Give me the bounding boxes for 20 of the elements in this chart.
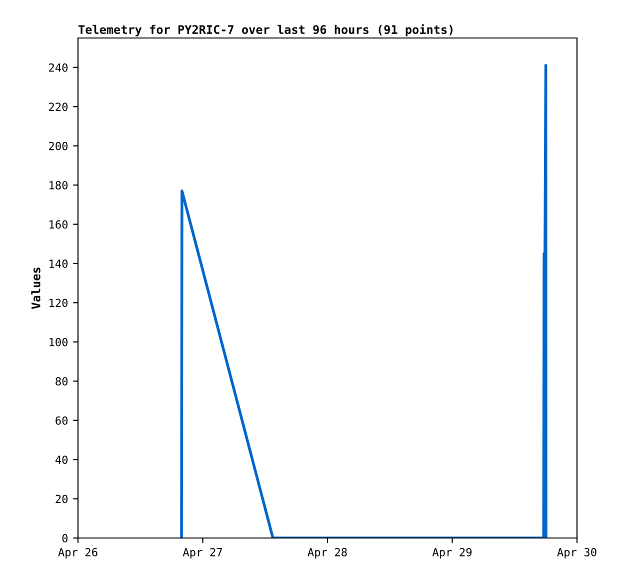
y-tick-label: 180 (50, 181, 68, 190)
x-tick-label: Apr 29 (432, 548, 472, 559)
y-tick-label: 220 (49, 102, 68, 112)
y-tick-label: 60 (56, 416, 68, 425)
y-tick-label: 240 (49, 63, 68, 72)
y-tick-label: 140 (50, 259, 68, 268)
x-tick-label: Apr 30 (557, 548, 596, 559)
y-tick-label: 40 (55, 456, 68, 464)
y-tick-label: 120 (50, 298, 68, 308)
y-tick-label: 160 (50, 220, 68, 229)
x-tick-label: Apr 26 (58, 548, 98, 559)
y-tick-label: 20 (56, 494, 68, 504)
y-axis-title: Values (31, 268, 40, 309)
x-tick-label: Apr 27 (182, 548, 222, 559)
y-tick-label: 100 (50, 338, 68, 346)
y-tick-label: 200 (49, 142, 68, 150)
y-tick-label: 80 (56, 377, 68, 386)
y-tick-label: 0 (62, 534, 68, 542)
x-tick-label: Apr 28 (308, 548, 347, 559)
chart-title: Telemetry for PY2RIC-7 over last 96 hours (91 points) (78, 24, 452, 36)
